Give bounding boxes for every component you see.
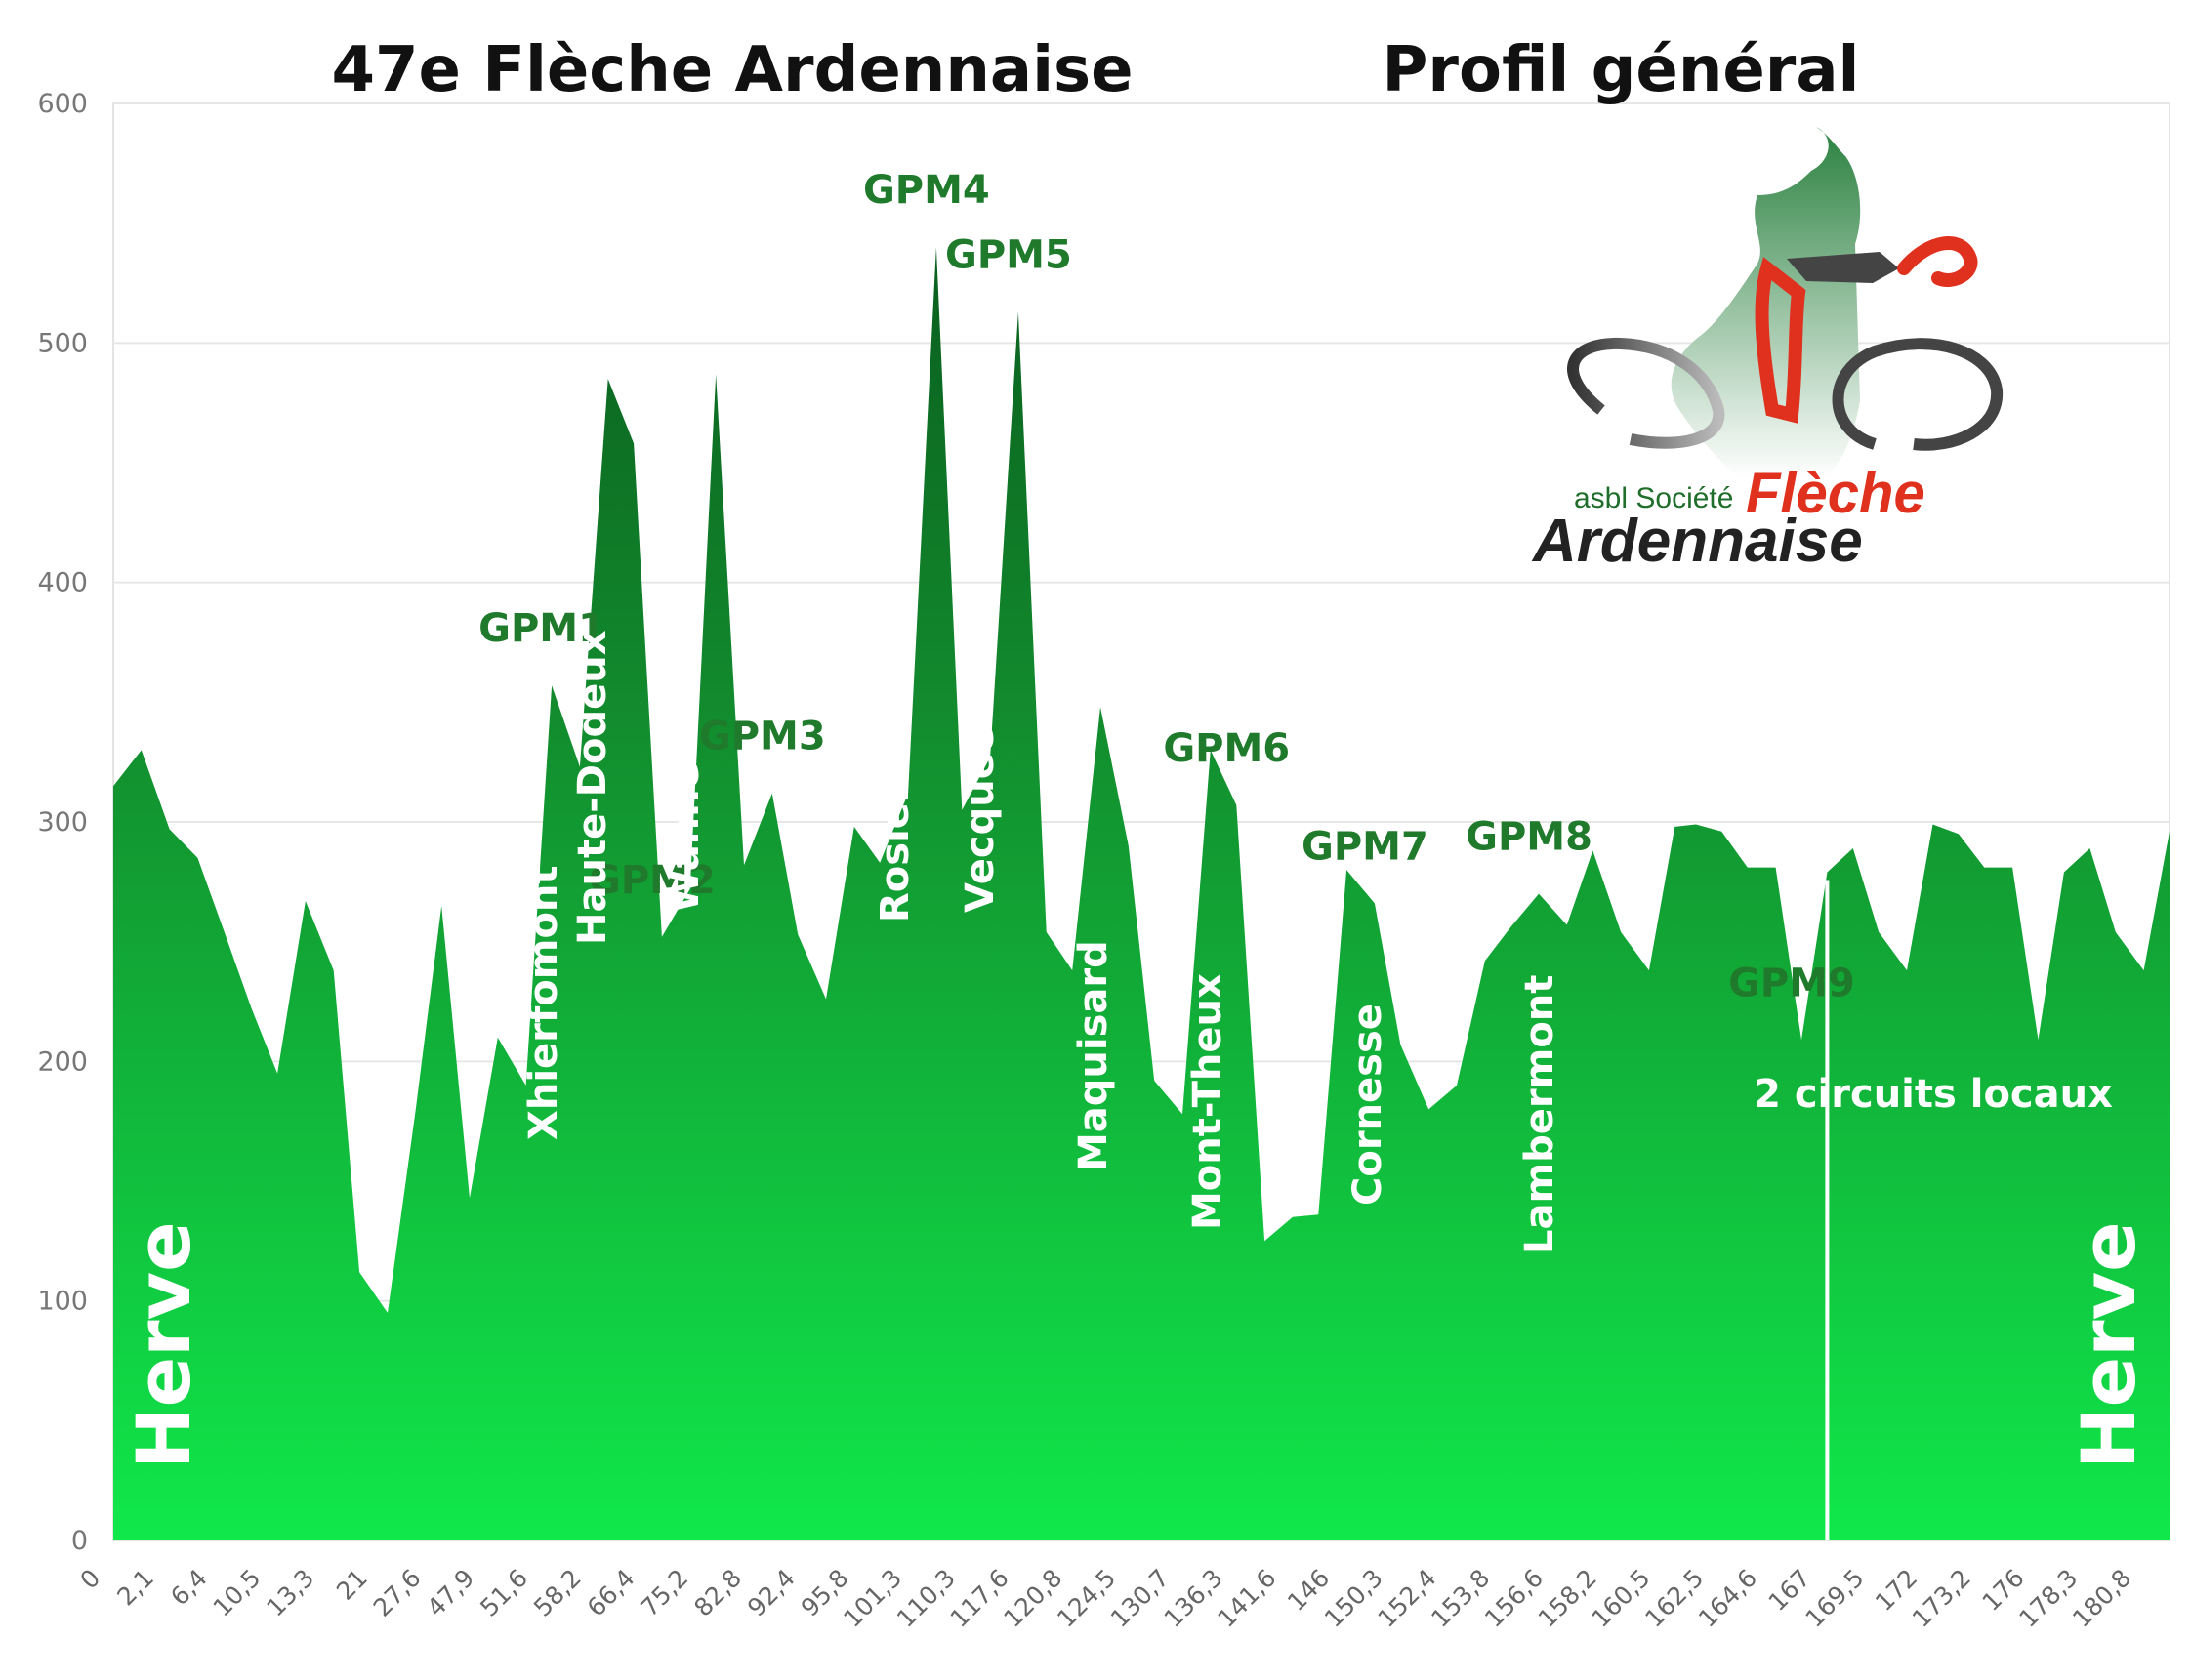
x-tick-label: 58,2 — [528, 1564, 587, 1622]
x-tick-label: 101,3 — [838, 1564, 907, 1633]
x-tick-label: 153,8 — [1426, 1564, 1495, 1633]
x-tick-label: 169,5 — [1799, 1564, 1869, 1633]
x-tick-label: 164,6 — [1693, 1564, 1762, 1633]
circuits-label: 2 circuits locaux — [1754, 1072, 2113, 1117]
rear-wheel-icon — [1832, 338, 2004, 451]
x-tick-label: 130,7 — [1105, 1564, 1175, 1633]
x-tick-label: 141,6 — [1212, 1564, 1281, 1633]
x-tick-label: 173,2 — [1907, 1564, 1976, 1633]
x-tick-label: 2,1 — [111, 1564, 159, 1612]
gpm-label: GPM9 — [1728, 961, 1855, 1005]
climb-name-label: Wanne — [663, 762, 708, 913]
x-tick-label: 117,6 — [945, 1564, 1014, 1633]
gpm-label: GPM5 — [945, 232, 1072, 277]
gpm-label: GPM8 — [1466, 815, 1592, 860]
cyclist-icon — [1787, 252, 1899, 283]
x-tick-label: 27,6 — [368, 1564, 427, 1622]
x-tick-label: 158,2 — [1533, 1564, 1602, 1633]
start-label: Herve — [120, 1221, 207, 1469]
x-tick-label: 82,8 — [688, 1564, 747, 1622]
gpm-label: GPM3 — [699, 715, 826, 759]
climb-name-label: Maquisard — [1071, 940, 1116, 1171]
y-tick-label: 200 — [37, 1046, 88, 1077]
y-tick-label: 400 — [37, 568, 88, 598]
logo-small-text: asbl Société — [1574, 482, 1733, 514]
x-tick-label: 51,6 — [475, 1564, 533, 1622]
chart-title: 47e Flèche Ardennaise — [331, 34, 1133, 106]
x-tick-label: 13,3 — [261, 1564, 319, 1622]
x-tick-label: 47,9 — [422, 1564, 480, 1622]
x-tick-label: 152,4 — [1373, 1564, 1442, 1633]
x-tick-label: 178,3 — [2013, 1564, 2083, 1633]
x-tick-label: 6,4 — [165, 1564, 213, 1612]
y-tick-label: 0 — [71, 1526, 88, 1556]
x-tick-label: 160,5 — [1586, 1564, 1655, 1633]
gpm-labels: GPM1 GPM2 GPM3 GPM4 GPM5 GPM6 GPM7 GPM8 GPM9 — [478, 168, 1855, 1005]
y-tick-label: 300 — [37, 807, 88, 838]
gpm-label: GPM7 — [1302, 824, 1428, 869]
gpm-label: GPM1 — [478, 606, 605, 651]
y-tick-label: 100 — [37, 1287, 88, 1317]
x-tick-label: 10,5 — [208, 1564, 267, 1622]
elevation-area — [113, 247, 2170, 1541]
climb-name-label: Mont-Theux — [1185, 973, 1230, 1230]
cyclist-body-icon — [1755, 236, 1978, 424]
climb-name-label: Vecquée — [958, 726, 1003, 913]
logo-fleche-text: Flèche — [1746, 462, 1925, 525]
y-tick-label: 500 — [37, 328, 88, 358]
x-tick-label: 124,5 — [1052, 1564, 1121, 1633]
x-tick-label: 0 — [74, 1564, 105, 1595]
x-tick-label: 110,3 — [891, 1564, 961, 1633]
x-axis-ticks: 0 2,1 6,410,513,3 2127,647,951,658,266,475,… — [74, 1564, 2136, 1633]
climb-name-label: Xhierfomont — [521, 865, 566, 1140]
climb-name-label: Cornesse — [1345, 1004, 1390, 1206]
x-tick-label: 156,6 — [1479, 1564, 1549, 1633]
chart-subtitle: Profil général — [1383, 34, 1860, 106]
flèche-ardennaise-logo: asbl Société Flèche Ardennaise — [1531, 127, 2004, 575]
x-tick-label: 92,4 — [742, 1564, 801, 1622]
x-tick-label: 180,8 — [2067, 1564, 2136, 1633]
x-tick-label: 66,4 — [582, 1564, 641, 1622]
gpm-label: GPM6 — [1163, 726, 1290, 771]
x-tick-label: 21 — [331, 1564, 373, 1606]
front-wheel-icon — [1567, 337, 1725, 449]
climb-name-label: Haute-Dodeux — [570, 630, 615, 945]
y-axis-ticks: 0 100 200 300 400 500 600 — [37, 89, 88, 1556]
gpm-label: GPM4 — [863, 168, 990, 213]
x-tick-label: 75,2 — [635, 1564, 693, 1622]
x-tick-label: 162,5 — [1639, 1564, 1709, 1633]
climb-name-label: Rosier — [873, 783, 918, 922]
logo-ardennaise-text: Ardennaise — [1531, 508, 1863, 575]
x-tick-label: 136,3 — [1159, 1564, 1228, 1633]
gpm-label: GPM2 — [589, 858, 716, 903]
finish-label: Herve — [2065, 1221, 2152, 1469]
x-tick-label: 150,3 — [1319, 1564, 1388, 1633]
y-tick-label: 600 — [37, 89, 88, 119]
climb-name-label: Lambermont — [1517, 975, 1562, 1254]
x-tick-label: 120,8 — [998, 1564, 1067, 1633]
